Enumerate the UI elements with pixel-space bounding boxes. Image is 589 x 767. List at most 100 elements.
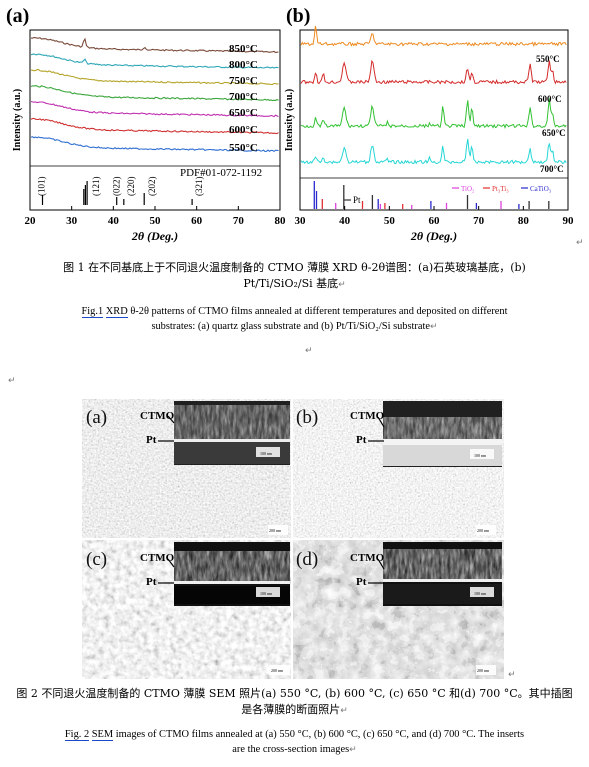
panel-b-label: (b) — [286, 5, 310, 27]
xrd-b-legend-entry: TiO₂ — [461, 185, 475, 193]
xrd-b-curve-0 — [300, 25, 567, 47]
panel-a-xlabel: 2θ (Deg.) — [131, 229, 178, 243]
figure1-caption-en: Fig.1 XRD θ-2θ patterns of CTMO films an… — [81, 306, 508, 332]
xrd-a-temp-label: 550°C — [229, 142, 258, 154]
sem-ctmo-label: CTMO — [350, 552, 385, 564]
xrd-a-ref-label: (101) — [37, 177, 47, 197]
xrd-a-temp-label: 650°C — [229, 107, 258, 119]
xrd-b-legend-entry: CaTiO₃ — [530, 185, 552, 193]
figure2-caption-en-sem: SEM — [91, 729, 114, 741]
xrd-b-curve-1 — [300, 59, 567, 85]
xrd-a-ref-label: (321) — [194, 177, 204, 197]
xrd-b-temp-label: 600°C — [538, 94, 562, 104]
panel-a-label: (a) — [6, 5, 29, 27]
xrd-b-tick-label: 80 — [518, 215, 530, 227]
xrd-b-temp-label: 700°C — [540, 164, 564, 174]
xrd-a-curve-4 — [30, 100, 279, 118]
sem-ctmo-label: CTMO — [350, 410, 385, 422]
figure2-caption-cn: 图 2 不同退火温度制备的 CTMO 薄膜 SEM 照片(a) 550 °C, … — [16, 687, 573, 716]
sem-arrow — [377, 558, 385, 570]
xrd-b-tick-label: 30 — [295, 215, 307, 227]
sem-pt-label: Pt — [356, 434, 367, 446]
sem-inset-scale: 100 nm — [260, 591, 273, 596]
figure1-caption-cn-line1: 图 1 在不同基底上于不同退火温度制备的 CTMO 薄膜 XRD θ-2θ谱图：… — [63, 261, 526, 274]
panel-a-ylabel: Intensity (a.u.) — [12, 89, 23, 152]
figure2-caption-en: Fig. 2 SEM images of CTMO films annealed… — [64, 729, 525, 755]
figure1: (a) 850°C800°C750°C700°C650°C600°C550°C … — [6, 5, 574, 243]
xrd-b-tick-label: 90 — [563, 215, 575, 227]
sem-arrow — [377, 416, 385, 428]
figure2-caption-en-line2: are the cross-section images — [232, 744, 350, 755]
sem-panel-label: (b) — [296, 407, 318, 428]
figure1-caption-en-line1: θ-2θ patterns of CTMO films annealed at … — [127, 306, 508, 317]
xrd-panel-b: (b) 550°C 600°C 650°C 700°C Pt TiO₂ Pt₃Ti₃ CaT… — [284, 5, 574, 243]
sem-inset-d — [383, 542, 502, 606]
xrd-a-curve-5 — [30, 117, 279, 135]
xrd-a-tick-label: 20 — [25, 215, 37, 227]
xrd-a-curve-2 — [30, 68, 279, 86]
figure2-caption-en-line1: images of CTMO films annealed at (a) 550… — [113, 729, 525, 740]
sem-pt-label: Pt — [356, 576, 367, 588]
xrd-b-temp-label: 650°C — [542, 128, 566, 138]
paragraph-mark: ↵ — [508, 670, 516, 680]
paragraph-mark: ↵ — [305, 346, 313, 356]
sem-ctmo-label: CTMO — [140, 410, 175, 422]
figure2-caption-en-fig: Fig. 2 — [64, 729, 90, 741]
xrd-b-legend-entry: Pt — [353, 195, 361, 205]
sem-pt-label: Pt — [146, 576, 157, 588]
figure2-sem: (a) CTMO Pt 100 nm 200 nm (b) CTMO Pt 100 nm 200 … — [82, 399, 504, 679]
sem-inset-scale: 100 nm — [260, 451, 273, 456]
xrd-a-temp-label: 600°C — [229, 124, 258, 136]
figure2-caption-cn-line2: 是各薄膜的断面照片 — [241, 703, 341, 716]
xrd-a-curve-1 — [30, 53, 279, 69]
xrd-b-temp-label: 550°C — [536, 54, 560, 64]
xrd-a-temp-label: 700°C — [229, 91, 258, 103]
panel-b-xlabel: 2θ (Deg.) — [410, 229, 457, 243]
figure2-caption-cn-line1: 图 2 不同退火温度制备的 CTMO 薄膜 SEM 照片(a) 550 °C, … — [16, 687, 573, 700]
figure1-caption-en-fig: Fig.1 — [81, 306, 104, 318]
xrd-a-curve-0 — [30, 36, 279, 54]
figure1-caption-en-xrd: XRD — [105, 306, 128, 318]
xrd-a-curve-6 — [30, 136, 279, 152]
xrd-b-tick-label: 70 — [473, 215, 485, 227]
figure1-caption-cn: 图 1 在不同基底上于不同退火温度制备的 CTMO 薄膜 XRD θ-2θ谱图：… — [63, 261, 526, 290]
xrd-a-tick-label: 30 — [66, 215, 78, 227]
sem-ctmo-label: CTMO — [140, 552, 175, 564]
figure1-caption-cn-line2: Pt/Ti/SiO₂/Si 基底 — [243, 277, 339, 290]
xrd-a-temp-label: 750°C — [229, 75, 258, 87]
xrd-b-curve-2 — [300, 98, 567, 129]
sem-main-scale: 200 nm — [477, 528, 490, 533]
sem-pt-label: Pt — [146, 434, 157, 446]
pdf-reference-label: PDF#01-072-1192 — [180, 167, 262, 179]
xrd-a-ref-label: (220) — [126, 177, 136, 197]
paragraph-mark: ↵ — [8, 376, 16, 386]
xrd-b-tick-label: 40 — [339, 215, 351, 227]
xrd-a-curve-3 — [30, 85, 279, 102]
figure1-caption-en-line2: substrates: (a) quartz glass substrate a… — [151, 321, 431, 332]
xrd-b-tick-label: 50 — [384, 215, 396, 227]
panel-b-ylabel: Intensity (a.u.) — [284, 89, 295, 152]
xrd-a-tick-label: 40 — [108, 215, 120, 227]
sem-main-scale: 200 nm — [477, 668, 490, 673]
xrd-a-temp-label: 800°C — [229, 59, 258, 71]
xrd-panel-a: (a) 850°C800°C750°C700°C650°C600°C550°C … — [6, 5, 286, 243]
xrd-a-ref-label: (202) — [147, 177, 157, 197]
sem-arrow — [167, 415, 175, 424]
paragraph-mark: ↵ — [576, 238, 584, 248]
xrd-a-tick-label: 50 — [150, 215, 162, 227]
xrd-a-temp-label: 850°C — [229, 43, 258, 55]
xrd-a-tick-label: 60 — [191, 215, 203, 227]
sem-inset-scale: 100 nm — [474, 453, 487, 458]
xrd-a-ref-label: (121) — [91, 177, 101, 197]
sem-arrow — [167, 558, 175, 568]
xrd-a-ref-label: (022) — [112, 177, 122, 197]
sem-panel-label: (a) — [86, 407, 107, 428]
sem-panel-label: (c) — [86, 549, 107, 570]
sem-main-scale: 200 nm — [269, 528, 282, 533]
xrd-a-tick-label: 80 — [275, 215, 287, 227]
xrd-b-tick-label: 60 — [429, 215, 441, 227]
sem-main-scale: 200 nm — [271, 668, 284, 673]
xrd-b-curve-3 — [300, 138, 567, 165]
sem-panel-label: (d) — [296, 549, 318, 570]
xrd-a-tick-label: 70 — [233, 215, 245, 227]
